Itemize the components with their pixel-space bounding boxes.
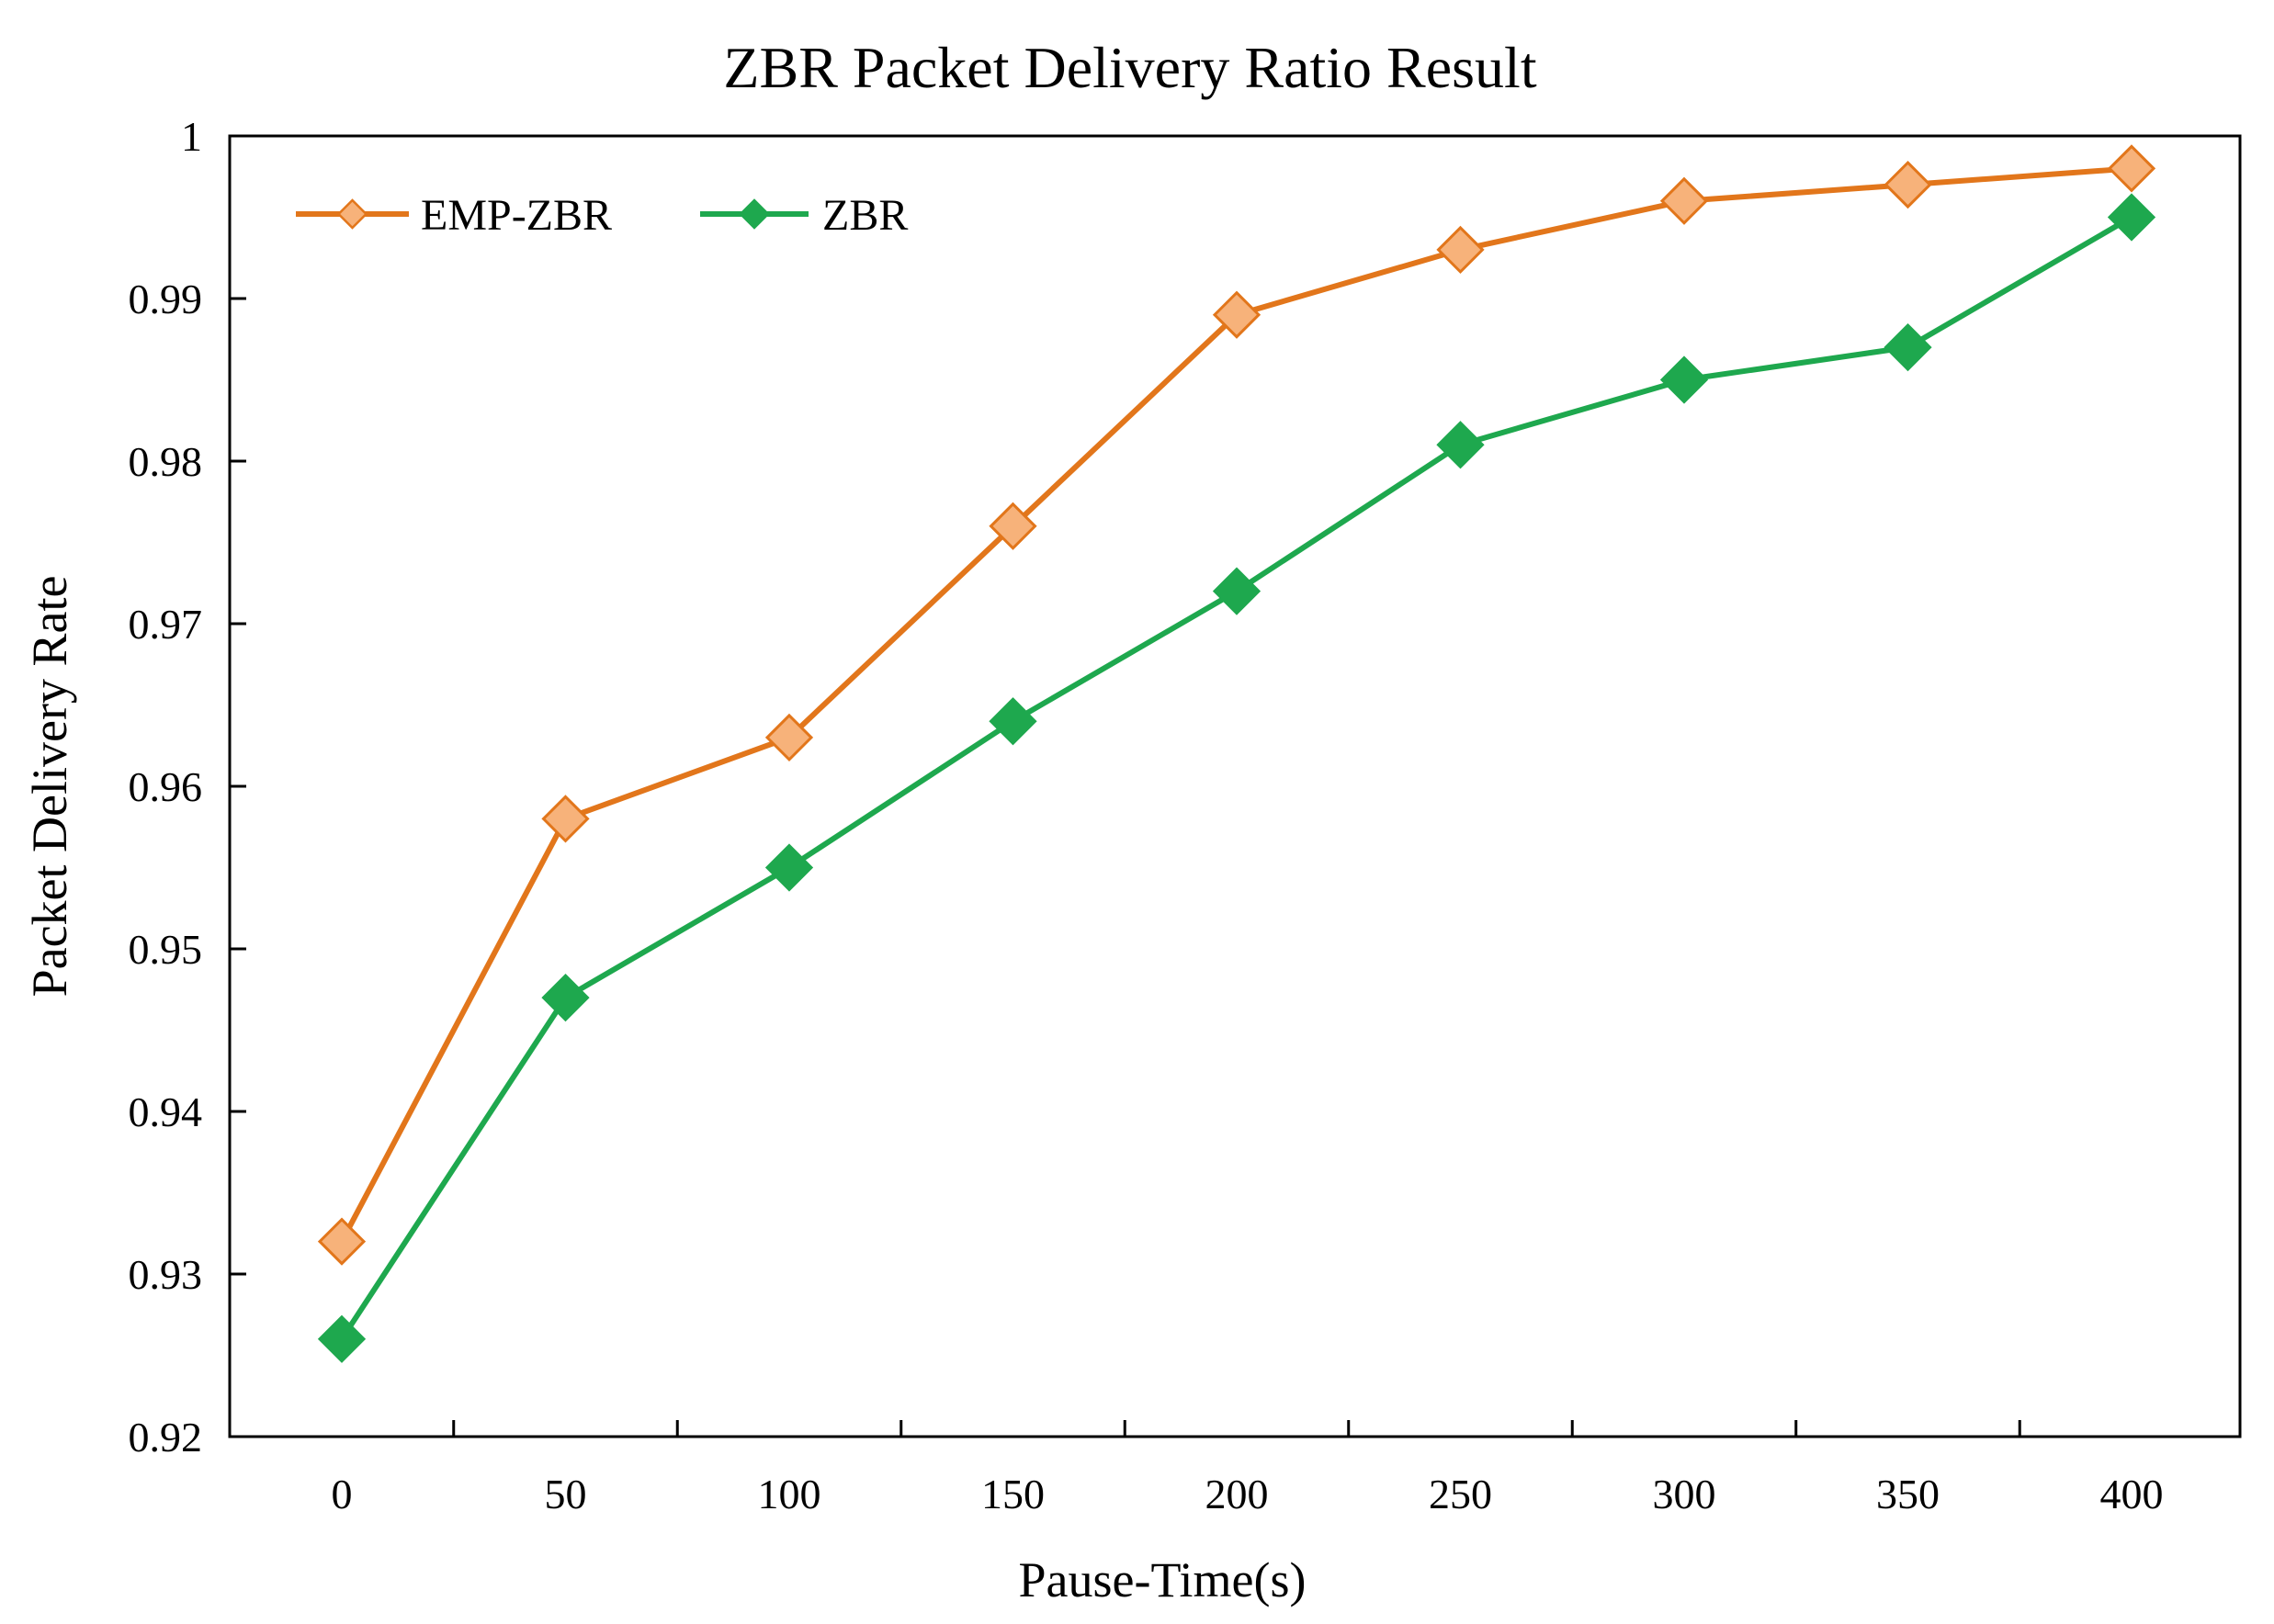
y-tick-label: 0.99 <box>129 276 203 322</box>
data-point <box>1884 322 1932 372</box>
x-tick-label: 400 <box>2100 1471 2164 1517</box>
y-tick-label: 0.94 <box>129 1088 203 1135</box>
y-tick-label: 0.97 <box>129 601 203 648</box>
x-tick-label: 300 <box>1653 1471 1716 1517</box>
y-tick-label: 1 <box>181 113 202 160</box>
x-tick-label: 100 <box>758 1471 821 1517</box>
data-point <box>317 1314 367 1363</box>
x-tick-label: 350 <box>1876 1471 1940 1517</box>
x-tick-label: 200 <box>1205 1471 1269 1517</box>
series-zbr <box>317 193 2156 1363</box>
data-point <box>1212 290 1261 339</box>
series-line <box>339 214 2133 1341</box>
x-tick-label: 0 <box>332 1471 353 1517</box>
x-tick-label: 150 <box>981 1471 1045 1517</box>
data-point <box>1884 160 1932 209</box>
data-point <box>1212 567 1261 615</box>
y-tick-label: 0.93 <box>129 1251 203 1298</box>
y-axis-ticks: 0.92 0.93 0.94 0.95 0.96 0.97 0.98 0.99 1 <box>129 113 246 1460</box>
data-point <box>541 973 590 1022</box>
legend-entry: ZBR <box>700 191 908 240</box>
data-point <box>1436 225 1485 275</box>
data-point <box>1659 355 1709 404</box>
legend-entry: EMP-ZBR <box>296 191 612 240</box>
series-emp-zbr <box>317 144 2156 1266</box>
y-tick-label: 0.95 <box>129 926 203 973</box>
data-point <box>317 1217 367 1266</box>
x-tick-label: 250 <box>1429 1471 1492 1517</box>
legend-marker <box>336 198 368 230</box>
x-axis-label: Pause-Time(s) <box>1018 1552 1306 1607</box>
chart-title: ZBR Packet Delivery Ratio Result <box>723 35 1536 100</box>
series-layer <box>317 144 2156 1363</box>
x-axis-ticks: 0 50 100 150 200 250 300 350 400 <box>332 1420 2164 1517</box>
legend: EMP-ZBR ZBR <box>296 191 908 240</box>
x-tick-label: 50 <box>545 1471 587 1517</box>
data-point <box>1659 176 1709 225</box>
legend-marker <box>739 198 770 230</box>
legend-label: EMP-ZBR <box>421 191 612 240</box>
y-tick-label: 0.92 <box>129 1414 203 1460</box>
y-tick-label: 0.98 <box>129 438 203 485</box>
legend-label: ZBR <box>822 191 908 240</box>
y-tick-label: 0.96 <box>129 763 203 810</box>
data-point <box>1436 421 1485 469</box>
y-axis-label: Packet Delivery Rate <box>22 576 77 998</box>
data-point <box>2107 193 2156 242</box>
data-point <box>989 697 1037 746</box>
data-point <box>989 502 1037 550</box>
data-point <box>541 795 590 843</box>
data-point <box>2107 144 2156 193</box>
data-point <box>764 843 814 892</box>
data-point <box>764 713 814 762</box>
